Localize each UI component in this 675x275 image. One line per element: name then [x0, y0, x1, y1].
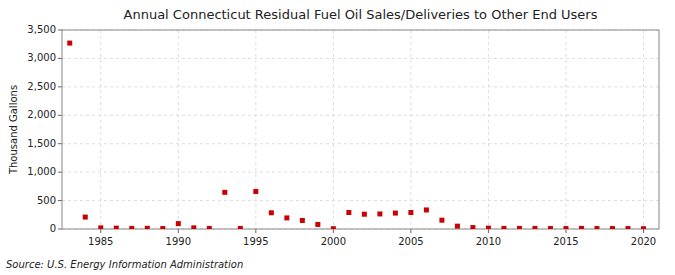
point	[114, 226, 119, 229]
point	[532, 226, 537, 229]
x-tick-label: 2000	[321, 236, 346, 247]
point	[641, 226, 646, 229]
point	[455, 224, 460, 229]
y-tick-label: 1,500	[27, 138, 56, 149]
data-points	[67, 41, 646, 229]
y-grid-line	[62, 200, 659, 201]
y-tick	[58, 143, 62, 144]
point	[346, 210, 351, 215]
y-grid-line	[62, 115, 659, 116]
x-grid-line	[255, 30, 256, 229]
x-tick-label: 2010	[476, 236, 501, 247]
chart: 0 500 1,000 1,500 2,000 2,500 3,000 3,500 1985 19…	[0, 0, 675, 275]
axes: 0 500 1,000 1,500 2,000 2,500 3,000 3,500 1985 19…	[27, 24, 656, 247]
x-tick	[255, 229, 256, 233]
y-tick-label: 2,500	[27, 81, 56, 92]
y-tick-label: 3,500	[27, 24, 56, 35]
y-grid-line	[62, 58, 659, 59]
point	[238, 226, 243, 229]
x-grid-line	[100, 30, 101, 229]
point	[408, 210, 413, 215]
y-tick-label: 0	[50, 223, 56, 234]
y-grid-line	[62, 143, 659, 144]
source-note: Source: U.S. Energy Information Administ…	[6, 259, 243, 270]
point	[439, 218, 444, 223]
x-tick	[488, 229, 489, 233]
y-grid-line	[62, 172, 659, 173]
point	[594, 226, 599, 229]
plot-frame	[62, 30, 659, 229]
point	[98, 225, 103, 229]
point	[517, 226, 522, 229]
point	[207, 226, 212, 229]
y-tick-label: 500	[37, 195, 56, 206]
point	[222, 190, 227, 195]
y-tick	[58, 229, 62, 230]
x-tick	[565, 229, 566, 233]
point	[548, 226, 553, 229]
x-tick	[410, 229, 411, 233]
point	[253, 189, 258, 194]
y-tick	[58, 30, 62, 31]
x-tick-label: 1995	[243, 236, 268, 247]
x-tick-label: 2020	[631, 236, 656, 247]
point	[160, 226, 165, 229]
x-tick	[100, 229, 101, 233]
y-tick	[58, 115, 62, 116]
point	[501, 226, 506, 229]
point	[331, 226, 336, 229]
point	[269, 210, 274, 215]
point	[145, 226, 150, 229]
y-tick	[58, 86, 62, 87]
point	[191, 225, 196, 229]
title: Annual Connecticut Residual Fuel Oil Sal…	[124, 7, 598, 22]
chart-container: 0 500 1,000 1,500 2,000 2,500 3,000 3,500 1985 19…	[0, 0, 675, 275]
y-tick	[58, 58, 62, 59]
x-tick-label: 2005	[398, 236, 423, 247]
x-tick-label: 2015	[553, 236, 578, 247]
point	[315, 222, 320, 227]
x-tick-label: 1985	[88, 236, 113, 247]
point	[67, 41, 72, 46]
grid	[62, 30, 659, 229]
x-tick-label: 1990	[166, 236, 191, 247]
y-tick	[58, 200, 62, 201]
y-tick-label: 3,000	[27, 52, 56, 63]
point	[176, 221, 181, 226]
x-grid-line	[410, 30, 411, 229]
point	[377, 211, 382, 216]
point	[300, 218, 305, 223]
x-grid-line	[178, 30, 179, 229]
y-axis-label: Thousand Gallons	[8, 85, 19, 175]
point	[625, 226, 630, 229]
point	[129, 226, 134, 229]
x-tick	[333, 229, 334, 233]
x-tick	[643, 229, 644, 233]
point	[579, 226, 584, 229]
x-grid-line	[643, 30, 644, 229]
x-grid-line	[333, 30, 334, 229]
point	[362, 212, 367, 217]
y-tick	[58, 172, 62, 173]
x-tick	[178, 229, 179, 233]
y-tick-label: 2,000	[27, 109, 56, 120]
point	[610, 226, 615, 229]
point	[470, 225, 475, 229]
plot-area	[62, 30, 659, 229]
point	[393, 211, 398, 216]
point	[284, 215, 289, 220]
point	[486, 226, 491, 229]
point	[563, 226, 568, 229]
x-grid-line	[565, 30, 566, 229]
point	[83, 215, 88, 220]
point	[424, 207, 429, 212]
x-grid-line	[488, 30, 489, 229]
y-grid-line	[62, 86, 659, 87]
y-tick-label: 1,000	[27, 166, 56, 177]
